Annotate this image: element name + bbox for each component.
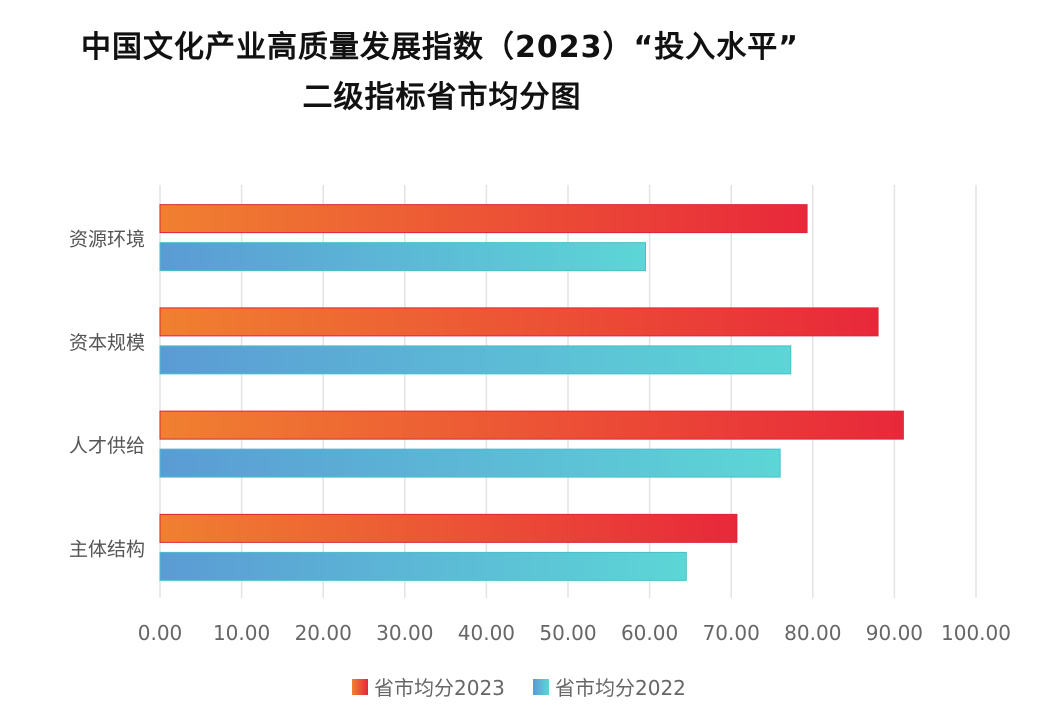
x-tick-label: 0.00 [138,621,183,645]
x-tick-label: 100.00 [941,621,1011,645]
legend-label: 省市均分2023 [374,676,505,700]
bar-2022 [159,551,687,581]
y-category-label: 资源环境 [69,229,145,251]
legend-swatch [352,679,368,695]
bar-2022 [159,345,792,375]
y-category-label: 主体结构 [69,538,145,560]
x-tick-label: 10.00 [213,621,270,645]
x-tick-label: 40.00 [458,621,515,645]
legend-swatch [533,679,549,695]
legend-label: 省市均分2022 [555,676,686,700]
y-category-label: 资本规模 [69,332,145,354]
x-tick-label: 20.00 [295,621,352,645]
chart-title-line1: 中国文化产业高质量发展指数（2023）“投入水平” [81,30,799,65]
x-tick-label: 60.00 [621,621,678,645]
y-category-label: 人才供给 [69,435,145,457]
x-tick-label: 30.00 [376,621,433,645]
x-tick-label: 80.00 [784,621,841,645]
bar-2023 [159,204,808,234]
chart-title-line2: 二级指标省市均分图 [302,80,582,115]
bar-2023 [159,307,879,337]
bar-2022 [159,242,647,272]
x-tick-label: 70.00 [703,621,760,645]
x-tick-label: 90.00 [866,621,923,645]
bar-2022 [159,448,781,478]
bar-2023 [159,513,738,543]
bar-2023 [159,410,904,440]
x-tick-label: 50.00 [539,621,596,645]
